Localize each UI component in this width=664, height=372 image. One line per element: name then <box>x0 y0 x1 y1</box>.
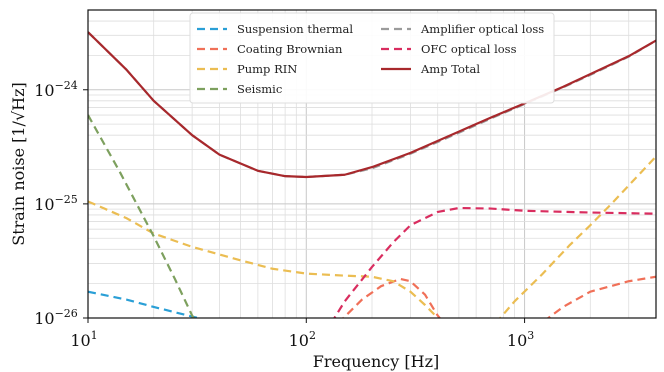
series-amp-total-line <box>88 31 656 179</box>
y-tick-label: 10−25 <box>34 193 78 214</box>
legend-box <box>189 12 555 104</box>
legend-label-suspension-thermal: Suspension thermal <box>237 22 353 36</box>
y-tick-label: 10−26 <box>34 307 78 328</box>
plot-frame <box>87 9 657 319</box>
y-tick-label: 10−24 <box>34 79 78 100</box>
series-seismic-line <box>88 114 196 318</box>
legend-label-pump-rin: Pump RIN <box>237 62 297 76</box>
x-tick-label: 101 <box>70 329 97 350</box>
x-tick-label: 102 <box>289 329 316 350</box>
legend-label-amplifier-optical-loss: Amplifier optical loss <box>420 22 544 36</box>
series-suspension-thermal-line <box>88 290 203 318</box>
legend-label-amp-total: Amp Total <box>420 62 480 76</box>
legend-label-seismic: Seismic <box>237 82 282 96</box>
axis-ticks: 101 102 103 10−26 10−25 10−24 <box>34 79 534 350</box>
x-tick-label: 103 <box>507 329 534 350</box>
legend-label-ofc-optical-loss: OFC optical loss <box>421 42 517 56</box>
series-ofc-optical-loss-line <box>333 206 656 318</box>
legend: Suspension thermal Coating Brownian Pump R… <box>189 12 555 104</box>
series-pump-rin-line <box>88 155 656 318</box>
series-coating-brownian-line <box>341 275 656 318</box>
y-axis-label: Strain noise [1/√Hz] <box>9 82 28 246</box>
legend-label-coating-brownian: Coating Brownian <box>237 42 343 56</box>
x-axis-label: Frequency [Hz] <box>313 352 440 371</box>
